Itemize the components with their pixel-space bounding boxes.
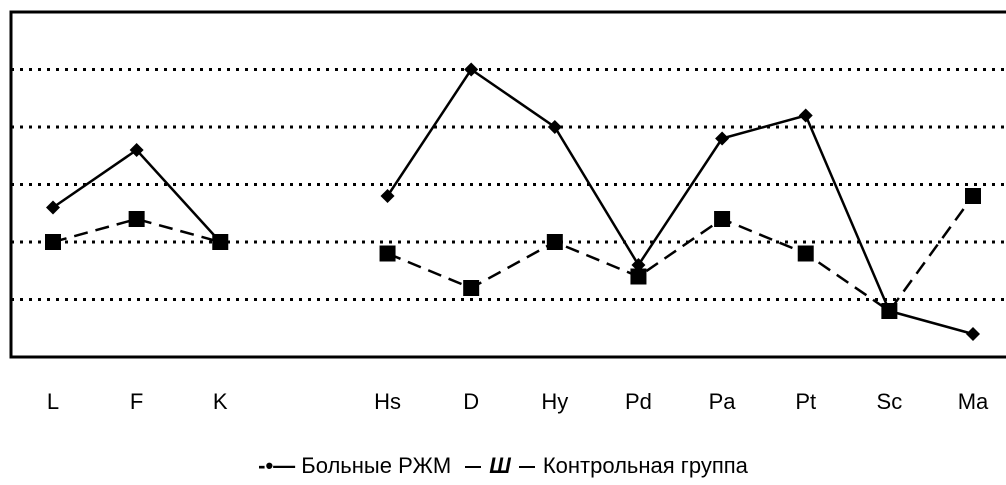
x-tick-label: Hs — [374, 389, 401, 414]
marker — [881, 303, 898, 319]
marker — [546, 234, 563, 250]
x-tick-label: F — [130, 389, 143, 414]
x-tick-label: Ma — [958, 389, 989, 414]
marker — [129, 143, 144, 157]
marker — [380, 189, 395, 203]
marker — [45, 234, 61, 250]
series-line — [52, 195, 975, 313]
legend: -•— Больные РЖМ Ш Контрольная группа — [0, 451, 1006, 481]
legend-dash — [465, 466, 482, 469]
marker — [128, 211, 145, 227]
x-tick-label: Hy — [541, 389, 568, 414]
marker — [379, 245, 396, 262]
x-tick-label: Pa — [709, 389, 737, 414]
x-tick-label: K — [213, 389, 228, 414]
marker — [966, 327, 980, 341]
marker — [630, 268, 647, 285]
legend-symbol: -•— — [258, 453, 296, 478]
plot-frame — [9, 10, 1006, 359]
legend-symbol: Ш — [489, 453, 511, 478]
marker — [463, 280, 480, 296]
marker — [797, 245, 814, 262]
marker — [46, 200, 60, 215]
marker — [547, 120, 562, 134]
marker — [714, 211, 731, 227]
marker — [798, 108, 813, 123]
legend-label: Больные РЖМ — [301, 453, 452, 478]
x-tick-label: D — [463, 389, 479, 414]
marker — [464, 62, 479, 77]
series-line — [52, 67, 974, 336]
x-tick-label: Pt — [795, 389, 816, 414]
marker — [715, 131, 730, 146]
legend-label: Контрольная группа — [542, 453, 748, 478]
x-tick-label: L — [47, 389, 59, 414]
marker — [965, 188, 981, 204]
marker — [212, 234, 229, 250]
legend-dash — [518, 466, 535, 469]
x-tick-label: Sc — [877, 389, 903, 414]
x-tick-label: Pd — [625, 389, 652, 414]
